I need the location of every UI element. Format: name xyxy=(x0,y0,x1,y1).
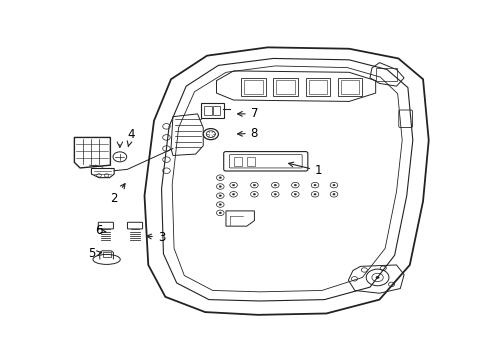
Circle shape xyxy=(332,184,334,186)
Bar xyxy=(213,105,220,115)
Bar xyxy=(273,77,297,96)
Bar xyxy=(203,105,211,115)
Circle shape xyxy=(219,195,221,197)
Text: 1: 1 xyxy=(288,162,322,177)
Bar xyxy=(102,252,111,257)
Text: 3: 3 xyxy=(146,231,165,244)
Circle shape xyxy=(219,204,221,205)
Bar xyxy=(340,80,359,94)
Bar xyxy=(276,80,294,94)
Circle shape xyxy=(219,177,221,179)
Bar xyxy=(246,157,255,166)
Circle shape xyxy=(232,193,234,195)
Circle shape xyxy=(294,184,296,186)
Bar xyxy=(337,77,362,96)
Circle shape xyxy=(219,186,221,187)
Circle shape xyxy=(375,276,379,279)
Bar xyxy=(241,77,265,96)
Circle shape xyxy=(253,184,255,186)
Bar xyxy=(305,77,329,96)
Bar xyxy=(244,80,262,94)
Circle shape xyxy=(313,184,316,186)
Circle shape xyxy=(274,184,276,186)
Circle shape xyxy=(232,184,234,186)
Circle shape xyxy=(294,193,296,195)
Circle shape xyxy=(332,193,334,195)
Text: 6: 6 xyxy=(95,224,105,237)
Text: 8: 8 xyxy=(237,127,258,140)
Bar xyxy=(375,68,396,81)
Bar xyxy=(233,157,242,166)
Text: 4: 4 xyxy=(127,128,135,147)
Circle shape xyxy=(219,212,221,214)
Text: 7: 7 xyxy=(237,107,258,120)
Circle shape xyxy=(253,193,255,195)
Bar xyxy=(308,80,326,94)
Circle shape xyxy=(313,193,316,195)
Circle shape xyxy=(274,193,276,195)
Text: 2: 2 xyxy=(110,184,125,205)
Text: 5: 5 xyxy=(87,247,102,260)
